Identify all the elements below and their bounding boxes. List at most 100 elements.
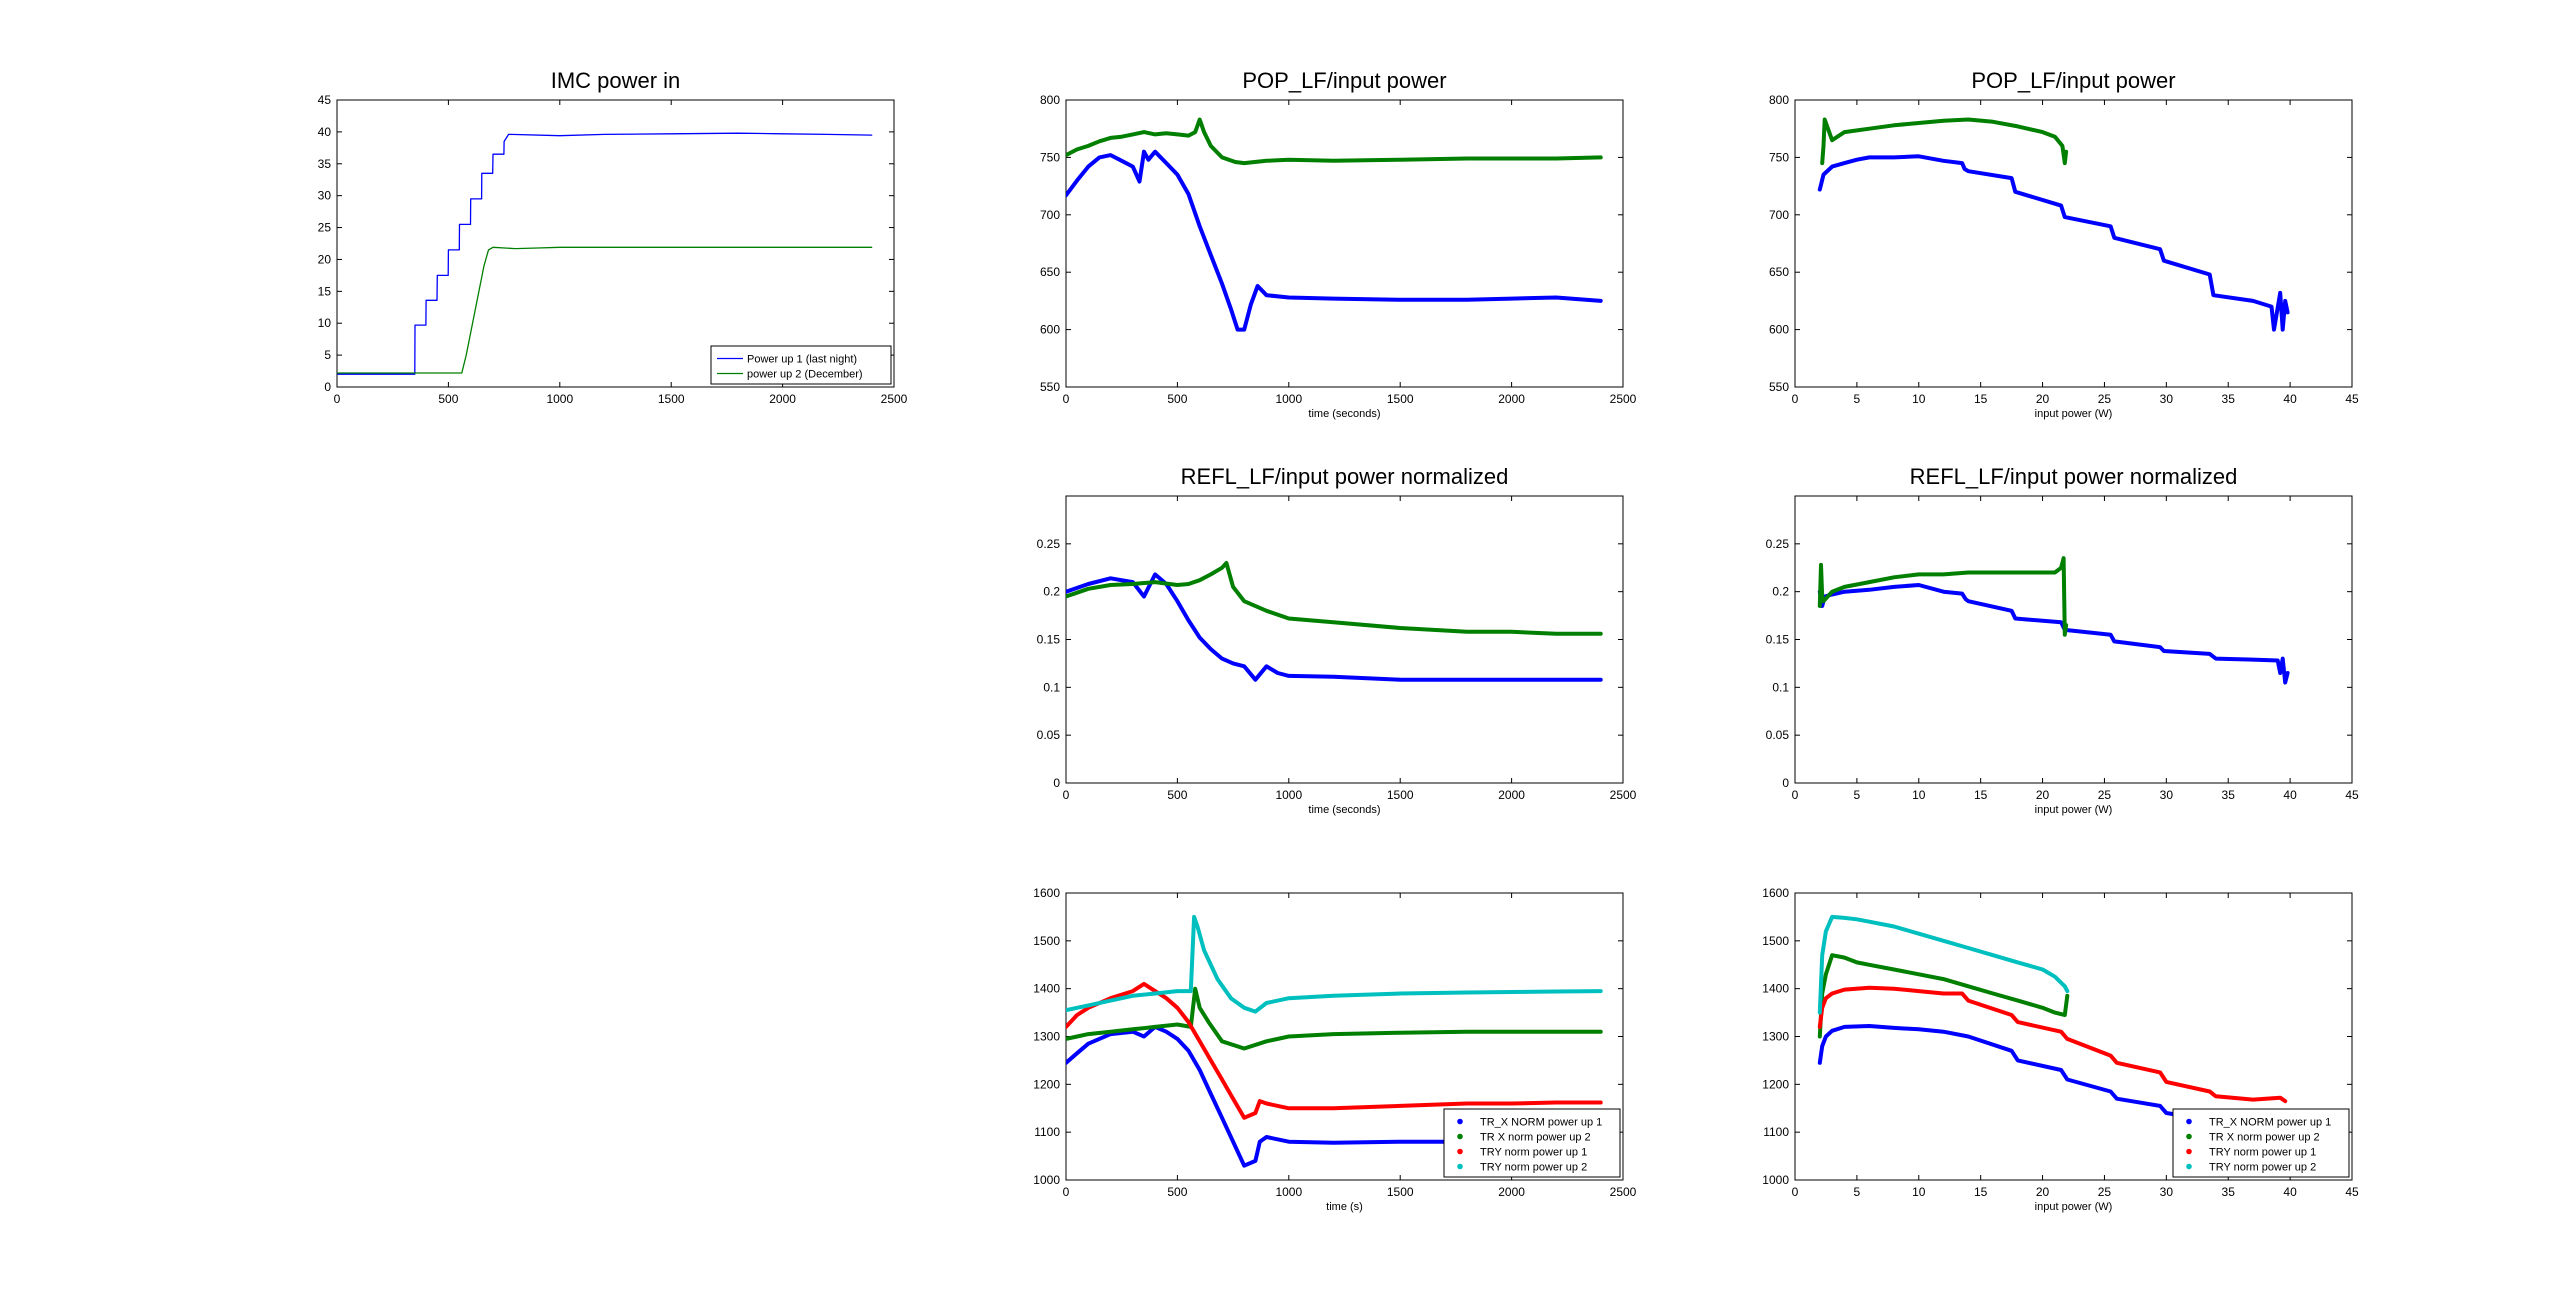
chart-pop_power: 0 5 10 15 20 25 30 35 40 45 550 600 650 700 750 800 POP_… <box>1769 68 2359 420</box>
x-axis-label: time (seconds) <box>1308 408 1380 420</box>
x-tick-label: 0 <box>1063 392 1070 406</box>
x-tick-label: 0 <box>1792 1185 1799 1199</box>
x-axis-label: time (seconds) <box>1308 804 1380 816</box>
x-tick-label: 35 <box>2222 1185 2236 1199</box>
x-tick-label: 1500 <box>1387 1185 1414 1199</box>
x-tick-label: 2000 <box>1498 392 1525 406</box>
y-tick-label: 750 <box>1769 150 1789 164</box>
y-tick-label: 1100 <box>1763 1125 1789 1139</box>
x-tick-label: 2000 <box>1498 788 1525 802</box>
y-tick-label: 20 <box>318 252 332 266</box>
x-tick-label: 5 <box>1854 788 1861 802</box>
axes-frame <box>1794 495 2353 784</box>
x-tick-label: 20 <box>2036 788 2050 802</box>
x-tick-label: 0 <box>1792 788 1799 802</box>
x-tick-label: 1000 <box>546 392 573 406</box>
y-tick-label: 550 <box>1769 380 1789 394</box>
x-tick-label: 0 <box>1063 788 1070 802</box>
x-axis-label: time (s) <box>1326 1201 1363 1213</box>
y-tick-label: 0.2 <box>1043 585 1060 599</box>
y-tick-label: 1500 <box>1762 934 1789 948</box>
x-tick-label: 15 <box>1974 788 1988 802</box>
legend: TR_X NORM power up 1 TR X norm power up 2… <box>1443 1108 1621 1178</box>
x-tick-label: 45 <box>2345 1185 2359 1199</box>
x-tick-label: 1000 <box>1275 1185 1302 1199</box>
axes-frame <box>1794 99 2353 388</box>
x-tick-label: 30 <box>2160 392 2174 406</box>
chart-tr_power: 0 5 10 15 20 25 30 35 40 45 1000 1100 1200 1300 1400 15… <box>1762 886 2359 1213</box>
y-tick-label: 1400 <box>1033 982 1060 996</box>
series-line-0 <box>1817 154 2290 332</box>
x-tick-label: 500 <box>1167 1185 1187 1199</box>
chart-tr_time: 0 500 1000 1500 2000 2500 1000 1100 1200 1300 1400… <box>1033 886 1636 1213</box>
axes-frame <box>1065 495 1624 784</box>
x-tick-label: 20 <box>2036 392 2050 406</box>
legend-swatch <box>2186 1163 2192 1170</box>
chart-pop_time: 0 500 1000 1500 2000 2500 550 600 650 700 750 800 PO… <box>1040 68 1637 420</box>
x-tick-label: 1500 <box>1387 788 1414 802</box>
y-tick-label: 550 <box>1040 380 1060 394</box>
legend-entry: TRY norm power up 1 <box>2209 1147 2316 1159</box>
series-line-3 <box>1066 914 1603 1014</box>
y-tick-label: 650 <box>1769 265 1789 279</box>
series-line-0 <box>1066 1024 1603 1168</box>
y-tick-label: 15 <box>318 284 332 298</box>
series-line-2 <box>1066 981 1603 1120</box>
legend-entry: TR_X NORM power up 1 <box>1480 1117 1602 1129</box>
legend: Power up 1 (last night) power up 2 (Decem… <box>710 345 892 385</box>
y-tick-label: 1000 <box>1762 1173 1789 1187</box>
x-tick-label: 30 <box>2160 788 2174 802</box>
chart-refl_power: 0 5 10 15 20 25 30 35 40 45 0 0.05 0.1 0.15 0.2 0.25 REF… <box>1766 464 2359 816</box>
x-tick-label: 10 <box>1912 1185 1926 1199</box>
legend-entry: TRY norm power up 1 <box>1480 1147 1587 1159</box>
series-group <box>1817 556 2290 685</box>
x-tick-label: 2500 <box>1610 1185 1637 1199</box>
y-tick-label: 0 <box>324 380 331 394</box>
legend-box <box>2172 1108 2350 1178</box>
y-tick-label: 0 <box>1782 776 1789 790</box>
series-line-1 <box>1066 117 1603 166</box>
y-tick-label: 1200 <box>1762 1077 1789 1091</box>
x-tick-label: 35 <box>2222 788 2236 802</box>
x-tick-label: 40 <box>2283 1185 2297 1199</box>
series-line-0 <box>1817 1024 2231 1127</box>
x-tick-label: 5 <box>1854 392 1861 406</box>
y-tick-label: 1100 <box>1034 1125 1060 1139</box>
x-tick-label: 25 <box>2098 1185 2112 1199</box>
x-tick-label: 25 <box>2098 788 2112 802</box>
x-tick-label: 25 <box>2098 392 2112 406</box>
y-tick-label: 750 <box>1040 150 1060 164</box>
y-tick-label: 0.25 <box>1037 537 1061 551</box>
y-tick-label: 0.05 <box>1037 728 1061 742</box>
series-group <box>337 132 873 375</box>
y-tick-label: 30 <box>318 189 332 203</box>
series-line-0 <box>1066 149 1603 332</box>
series-line-2 <box>1817 985 2288 1104</box>
legend-box <box>710 345 892 385</box>
series-line-0 <box>1066 572 1603 682</box>
y-tick-label: 0.1 <box>1043 680 1060 694</box>
y-tick-label: 0.25 <box>1766 537 1790 551</box>
y-tick-label: 1300 <box>1762 1030 1789 1044</box>
y-tick-label: 40 <box>318 125 332 139</box>
x-tick-label: 1000 <box>1275 788 1302 802</box>
x-tick-label: 500 <box>1167 788 1187 802</box>
legend-box <box>1443 1108 1621 1178</box>
x-tick-label: 30 <box>2160 1185 2174 1199</box>
series-group <box>1066 561 1603 682</box>
x-tick-label: 0 <box>1063 1185 1070 1199</box>
x-tick-label: 1000 <box>1275 392 1302 406</box>
y-tick-label: 5 <box>324 348 331 362</box>
legend-swatch <box>1457 1163 1463 1170</box>
y-tick-label: 600 <box>1769 323 1789 337</box>
axes-frame <box>1065 99 1624 388</box>
chart-title: POP_LF/input power <box>1971 68 2175 93</box>
series-group <box>1817 117 2290 332</box>
y-tick-label: 1600 <box>1033 886 1060 900</box>
y-tick-label: 1600 <box>1762 886 1789 900</box>
x-tick-label: 10 <box>1912 788 1926 802</box>
x-tick-label: 500 <box>438 392 458 406</box>
series-line-3 <box>1817 914 2070 1015</box>
y-tick-label: 0.15 <box>1766 633 1790 647</box>
x-tick-label: 1500 <box>658 392 685 406</box>
